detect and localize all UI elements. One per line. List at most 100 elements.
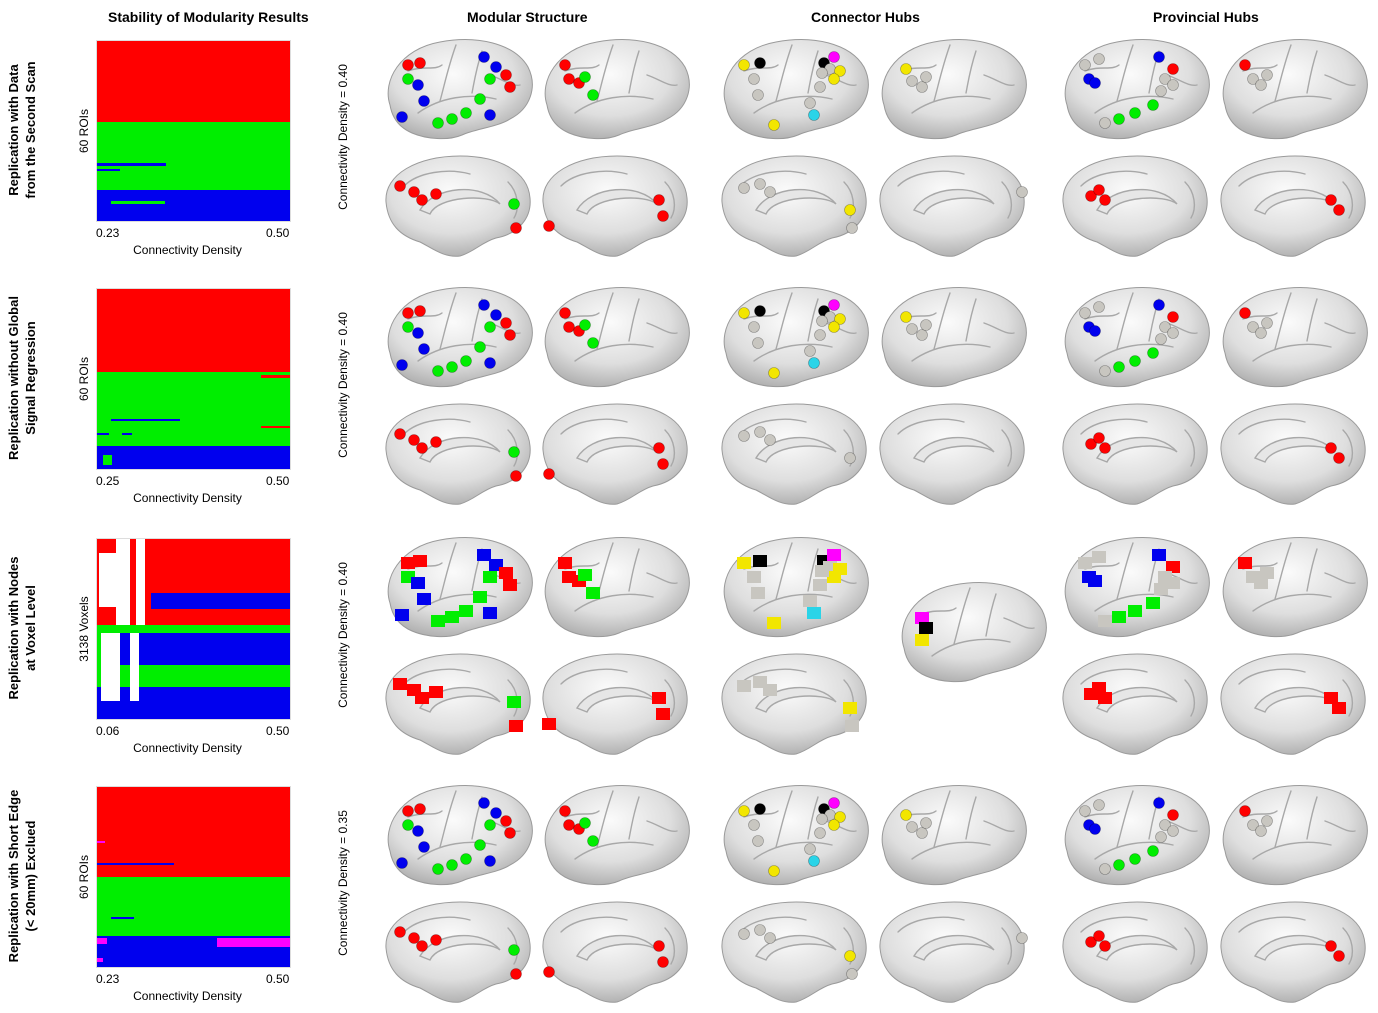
node-patch (1254, 577, 1268, 589)
node-patch (813, 579, 827, 591)
node-marker (916, 81, 928, 93)
node-marker (396, 111, 408, 123)
node-marker (500, 815, 512, 827)
brain-lateral-view (1064, 38, 1211, 140)
node-marker (1153, 51, 1165, 63)
node-marker (738, 59, 750, 71)
node-marker (490, 61, 502, 73)
brain-medial-view (542, 403, 688, 505)
node-patch (656, 708, 670, 720)
module-stripe (151, 593, 290, 610)
node-marker (768, 119, 780, 131)
node-marker (1261, 815, 1273, 827)
node-marker (1255, 79, 1267, 91)
node-patch (807, 607, 821, 619)
node-patch (1092, 682, 1106, 694)
brain-medial-view (542, 155, 688, 257)
module-band (97, 787, 290, 877)
node-patch (578, 569, 592, 581)
module-stripe (216, 938, 290, 948)
node-marker (828, 51, 840, 63)
module-stripe (261, 375, 290, 378)
brain-lateral-view (1222, 536, 1369, 638)
row-label-line2: Signal Regression (23, 321, 38, 435)
brain-medial-view (542, 901, 688, 1003)
node-patch (509, 720, 523, 732)
node-marker (748, 819, 760, 831)
node-marker (1147, 845, 1159, 857)
node-patch (1088, 575, 1102, 587)
node-marker (1113, 113, 1125, 125)
brain-medial-view (385, 403, 531, 505)
node-marker (543, 220, 555, 232)
node-marker (804, 843, 816, 855)
module-stripe (154, 638, 290, 642)
node-patch (827, 571, 841, 583)
node-patch (393, 678, 407, 690)
node-marker (920, 817, 932, 829)
node-patch (558, 557, 572, 569)
connectivity-density-label: Connectivity Density = 0.40 (336, 562, 350, 708)
node-marker (478, 797, 490, 809)
node-patch (1146, 597, 1160, 609)
node-marker (1167, 63, 1179, 75)
node-marker (814, 329, 826, 341)
node-marker (579, 71, 591, 83)
node-marker (587, 337, 599, 349)
node-marker (1147, 347, 1159, 359)
node-marker (828, 797, 840, 809)
modular-header: Modular Structure (467, 9, 588, 25)
brain-lateral-view (387, 286, 534, 388)
node-marker (1155, 333, 1167, 345)
node-marker (1089, 823, 1101, 835)
node-patch (507, 696, 521, 708)
module-stripe (97, 163, 167, 167)
node-marker (1147, 99, 1159, 111)
module-stripe (97, 841, 105, 843)
node-marker (1099, 940, 1111, 952)
node-marker (834, 65, 846, 77)
node-marker (748, 73, 760, 85)
heatmap-y-label: 3138 Voxels (77, 596, 91, 662)
node-marker (504, 81, 516, 93)
node-marker (559, 805, 571, 817)
node-marker (1325, 940, 1337, 952)
brain-medial-view (721, 403, 867, 505)
node-patch (1166, 561, 1180, 573)
node-patch (915, 634, 929, 646)
node-marker (1093, 799, 1105, 811)
node-marker (559, 307, 571, 319)
node-marker (752, 337, 764, 349)
node-marker (828, 819, 840, 831)
node-patch (753, 555, 767, 567)
brain-medial-view (542, 653, 688, 755)
node-marker (1079, 805, 1091, 817)
node-marker (396, 857, 408, 869)
node-marker (1155, 85, 1167, 97)
node-patch (1098, 615, 1112, 627)
brain-medial-view (1220, 901, 1366, 1003)
node-marker (416, 940, 428, 952)
node-marker (559, 59, 571, 71)
node-marker (508, 198, 520, 210)
node-marker (460, 853, 472, 865)
node-patch (483, 607, 497, 619)
brain-medial-view (1062, 653, 1208, 755)
node-marker (1016, 186, 1028, 198)
node-marker (804, 97, 816, 109)
node-marker (484, 73, 496, 85)
node-marker (1333, 452, 1345, 464)
node-marker (1099, 442, 1111, 454)
node-marker (396, 359, 408, 371)
node-marker (844, 204, 856, 216)
node-patch (459, 605, 473, 617)
brain-lateral-view (881, 784, 1028, 886)
node-patch (429, 686, 443, 698)
node-patch (751, 587, 765, 599)
heatmap-y-label: 60 ROIs (77, 357, 91, 402)
node-marker (754, 426, 766, 438)
row-label-line1: Replication with Short Edge (6, 789, 21, 963)
row-label-line1: Replication without Global (6, 296, 21, 460)
brain-medial-view (721, 901, 867, 1003)
x-tick-min: 0.06 (96, 724, 120, 738)
